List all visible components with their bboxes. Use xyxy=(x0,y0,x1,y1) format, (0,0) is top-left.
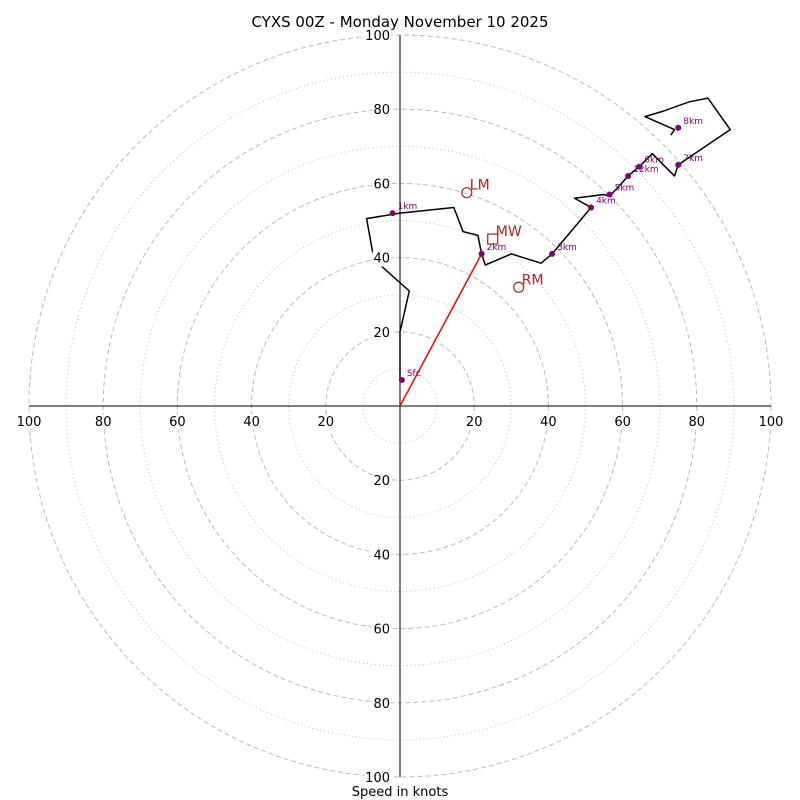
markers: Sfc 1km 2km 3km 4km 5km 6km 7km 8km 12km LM MW RM xyxy=(389,117,703,384)
height-label-1km: 1km xyxy=(398,202,418,212)
x-tick-pos-80: 80 xyxy=(689,415,706,430)
motion-label-mw: MW xyxy=(496,224,522,240)
tick-label-background xyxy=(757,415,785,430)
x-tick-neg-100: 100 xyxy=(17,415,42,430)
tick-labels: 20 20 20 20 40 40 40 40 60 60 60 60 80 80 80 80 100 100 10… xyxy=(15,29,785,786)
motion-marker-rm xyxy=(513,281,525,293)
y-tick-neg-100: 100 xyxy=(365,771,390,786)
y-tick-pos-40: 40 xyxy=(373,252,390,267)
height-label-5km: 5km xyxy=(615,184,635,194)
y-tick-neg-80: 80 xyxy=(373,697,390,712)
height-label-2km: 2km xyxy=(487,243,507,253)
motion-marker-lm xyxy=(461,187,473,199)
tick-label-background xyxy=(372,696,391,712)
motion-label-lm: LM xyxy=(470,178,490,194)
x-tick-neg-20: 20 xyxy=(318,415,335,430)
height-marker-12km xyxy=(625,172,632,179)
tick-label-background xyxy=(364,29,391,44)
y-tick-pos-60: 60 xyxy=(373,177,390,192)
height-label-3km: 3km xyxy=(557,243,577,253)
x-tick-neg-80: 80 xyxy=(95,415,112,430)
height-marker-3km xyxy=(549,250,556,257)
tick-label-background xyxy=(464,415,484,430)
x-tick-neg-60: 60 xyxy=(169,415,186,430)
tick-label-background xyxy=(372,103,391,119)
x-tick-pos-60: 60 xyxy=(614,415,631,430)
height-marker-5km xyxy=(606,191,613,198)
tick-label-background xyxy=(242,415,261,430)
tick-label-background xyxy=(364,771,391,786)
y-tick-pos-20: 20 xyxy=(373,326,390,341)
traces xyxy=(365,97,731,407)
x-tick-pos-100: 100 xyxy=(759,415,784,430)
tick-label-background xyxy=(15,415,43,430)
height-marker-1km xyxy=(389,210,396,217)
tick-label-background xyxy=(372,548,391,564)
height-label-7km: 7km xyxy=(683,154,703,164)
tick-label-background xyxy=(613,415,632,430)
height-marker-sfc xyxy=(398,377,405,384)
height-label-4km: 4km xyxy=(596,197,616,207)
y-tick-neg-20: 20 xyxy=(373,474,390,489)
height-marker-6km xyxy=(636,163,643,170)
storm-motion-vector xyxy=(399,253,483,407)
height-marker-8km xyxy=(675,124,682,131)
tick-label-background xyxy=(316,415,336,430)
height-label-8km: 8km xyxy=(683,117,703,127)
height-marker-4km xyxy=(588,204,595,211)
y-tick-pos-80: 80 xyxy=(373,103,390,118)
height-label-12km: 12km xyxy=(633,165,658,175)
tick-label-background xyxy=(539,415,558,430)
tick-label-background xyxy=(372,251,391,267)
tick-label-background xyxy=(372,325,391,341)
x-tick-pos-40: 40 xyxy=(540,415,557,430)
tick-label-background xyxy=(93,415,113,430)
tick-label-background xyxy=(168,415,187,430)
motion-marker-mw xyxy=(487,233,499,245)
tick-label-background xyxy=(372,622,391,638)
height-marker-2km xyxy=(478,250,485,257)
y-tick-neg-60: 60 xyxy=(373,623,390,638)
y-tick-neg-40: 40 xyxy=(373,548,390,563)
x-axis-label: Speed in knots xyxy=(352,785,449,800)
tick-label-background xyxy=(372,474,391,490)
motion-label-rm: RM xyxy=(522,272,544,288)
x-tick-pos-20: 20 xyxy=(466,415,483,430)
height-label-6km: 6km xyxy=(644,156,664,166)
hodograph-line xyxy=(365,97,731,380)
x-tick-neg-40: 40 xyxy=(243,415,260,430)
tick-label-background xyxy=(687,415,707,430)
chart-title: CYXS 00Z - Monday November 10 2025 xyxy=(251,13,548,31)
height-marker-7km xyxy=(675,161,682,168)
height-label-sfc: Sfc xyxy=(407,369,421,379)
tick-label-background xyxy=(372,177,391,193)
y-tick-pos-100: 100 xyxy=(365,29,390,44)
